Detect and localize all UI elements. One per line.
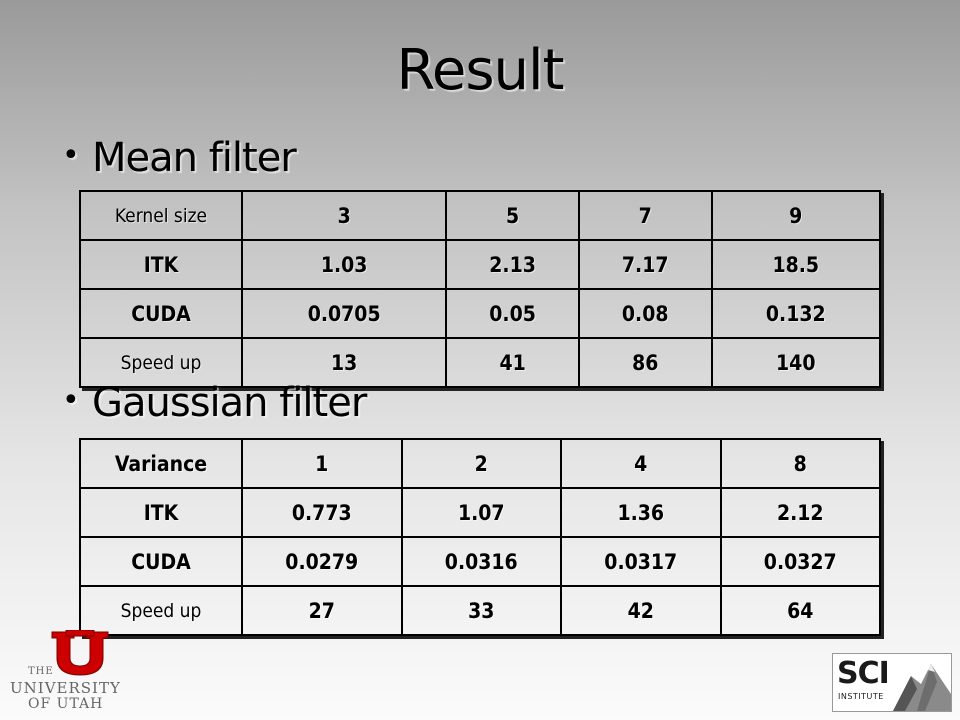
table-cell: 1.36 xyxy=(560,487,722,538)
table-cell: 7 xyxy=(577,190,713,241)
table-cell: 1.07 xyxy=(400,487,562,538)
table-cell: 5 xyxy=(445,190,580,241)
table-cell: 33 xyxy=(400,585,562,636)
table-cell: CUDA xyxy=(79,288,243,339)
table-cell: Kernel size xyxy=(79,190,243,241)
table-cell: 0.08 xyxy=(577,288,713,339)
bullet-dot-icon: • xyxy=(62,383,80,418)
table-cell: 27 xyxy=(241,585,403,636)
table-row: CUDA 0.0279 0.0316 0.0317 0.0327 xyxy=(79,536,881,587)
table-row: ITK 1.03 2.13 7.17 18.5 xyxy=(79,239,882,290)
gaussian-filter-heading: Gaussian filter xyxy=(92,380,367,426)
table-cell: 86 xyxy=(577,337,713,388)
table-cell: 41 xyxy=(445,337,580,388)
mean-filter-heading: Mean filter xyxy=(92,135,297,181)
mean-filter-table: Kernel size 3 5 7 9 ITK 1.03 2.13 7.17 1… xyxy=(79,190,882,388)
table-cell: 8 xyxy=(719,438,881,489)
table-cell: ITK xyxy=(79,239,243,290)
table-cell: 13 xyxy=(240,337,448,388)
bullet-gaussian-filter: • Gaussian filter xyxy=(62,380,367,426)
table-cell: 140 xyxy=(710,337,882,388)
table-cell: 0.773 xyxy=(241,487,403,538)
table-cell: 0.0279 xyxy=(241,536,403,587)
table-cell: 7.17 xyxy=(577,239,713,290)
table-cell: CUDA xyxy=(79,536,243,587)
table-cell: 0.0317 xyxy=(560,536,722,587)
slide-title: Result xyxy=(396,38,564,103)
table-cell: 1 xyxy=(241,438,403,489)
table-cell: 2.12 xyxy=(719,487,881,538)
table-header-row: Kernel size 3 5 7 9 xyxy=(79,190,882,241)
table-cell: 0.0705 xyxy=(240,288,448,339)
table-cell: 42 xyxy=(560,585,722,636)
table-row: ITK 0.773 1.07 1.36 2.12 xyxy=(79,487,881,538)
utah-logo-the: THE xyxy=(28,666,54,677)
sci-logo-institute: INSTITUTE xyxy=(838,692,884,701)
university-of-utah-logo: THE UNIVERSITY OF UTAH xyxy=(10,630,130,715)
table-cell: 3 xyxy=(240,190,448,241)
utah-u-icon xyxy=(51,630,109,676)
table-cell: 18.5 xyxy=(710,239,882,290)
bullet-mean-filter: • Mean filter xyxy=(62,135,297,181)
table-cell: Speed up xyxy=(79,337,243,388)
table-cell: 0.05 xyxy=(445,288,580,339)
sci-logo-text: SCI xyxy=(837,656,890,691)
table-cell: 4 xyxy=(560,438,722,489)
utah-logo-of-utah: OF UTAH xyxy=(28,696,104,712)
bullet-dot-icon: • xyxy=(62,138,80,173)
table-header-row: Variance 1 2 4 8 xyxy=(79,438,881,489)
table-cell: 0.0327 xyxy=(719,536,881,587)
table-cell: 0.132 xyxy=(710,288,882,339)
table-row: Speed up 13 41 86 140 xyxy=(79,337,882,388)
table-cell: 2.13 xyxy=(445,239,580,290)
table-cell: 9 xyxy=(710,190,882,241)
gaussian-filter-table: Variance 1 2 4 8 ITK 0.773 1.07 1.36 2.1… xyxy=(79,438,881,636)
table-cell: 2 xyxy=(400,438,562,489)
table-cell: Speed up xyxy=(79,585,243,636)
table-cell: Variance xyxy=(79,438,243,489)
table-cell: 64 xyxy=(719,585,881,636)
table-row: CUDA 0.0705 0.05 0.08 0.132 xyxy=(79,288,882,339)
utah-logo-university: UNIVERSITY xyxy=(10,679,121,697)
table-cell: 1.03 xyxy=(240,239,448,290)
table-cell: 0.0316 xyxy=(400,536,562,587)
table-cell: ITK xyxy=(79,487,243,538)
mountain-icon xyxy=(893,664,951,711)
sci-institute-logo: SCI INSTITUTE xyxy=(832,653,952,712)
table-row: Speed up 27 33 42 64 xyxy=(79,585,881,636)
